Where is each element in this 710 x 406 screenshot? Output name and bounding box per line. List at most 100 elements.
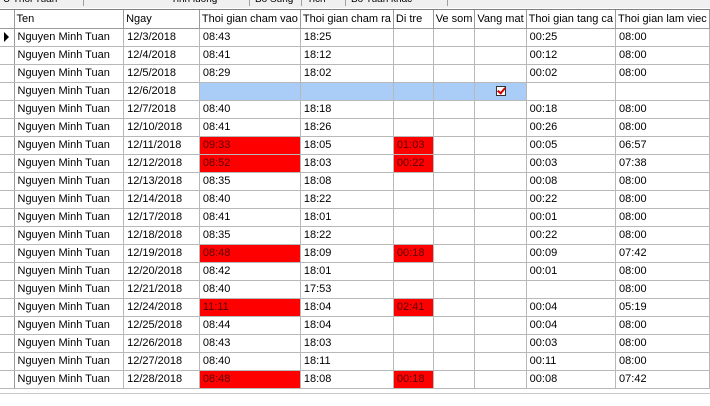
cell-ten[interactable]: Nguyen Minh Tuan	[14, 28, 125, 47]
cell-ve-som[interactable]	[433, 46, 476, 65]
cell-vang-mat[interactable]	[474, 370, 527, 389]
column-header-cham-ra[interactable]: Thoi gian cham ra	[300, 10, 394, 29]
row-indicator[interactable]	[0, 46, 15, 65]
cell-cham-ra[interactable]: 18:01	[300, 262, 394, 281]
row-indicator[interactable]	[0, 316, 15, 335]
cell-cham-vao[interactable]: 08:52	[199, 154, 301, 173]
cell-ten[interactable]: Nguyen Minh Tuan	[14, 46, 125, 65]
cell-di-tre[interactable]: 00:22	[393, 154, 434, 173]
cell-ve-som[interactable]	[433, 244, 476, 263]
cell-cham-ra[interactable]: 18:02	[300, 64, 394, 83]
cell-cham-ra[interactable]: 18:05	[300, 136, 394, 155]
cell-di-tre[interactable]	[393, 82, 434, 101]
cell-ngay[interactable]: 12/26/2018	[123, 334, 200, 353]
cell-tang-ca[interactable]: 00:26	[526, 118, 617, 137]
row-indicator[interactable]	[0, 334, 15, 353]
cell-ve-som[interactable]	[433, 352, 476, 371]
row-indicator[interactable]	[0, 64, 15, 83]
cell-vang-mat[interactable]	[474, 334, 527, 353]
table-row[interactable]: Nguyen Minh Tuan 12/18/2018 08:35 18:22 00:2…	[0, 226, 710, 245]
cell-ten[interactable]: Nguyen Minh Tuan	[14, 226, 125, 245]
cell-tang-ca[interactable]	[526, 82, 617, 101]
cell-di-tre[interactable]	[393, 208, 434, 227]
cell-vang-mat[interactable]	[474, 280, 527, 299]
table-row[interactable]: Nguyen Minh Tuan 12/20/2018 08:42 18:01 00:0…	[0, 262, 710, 281]
column-header-di-tre[interactable]: Di tre	[393, 10, 434, 29]
cell-cham-ra[interactable]: 18:26	[300, 118, 394, 137]
cell-tang-ca[interactable]: 00:22	[526, 226, 617, 245]
cell-lam-viec[interactable]: 08:00	[615, 172, 710, 191]
row-indicator[interactable]	[0, 82, 15, 101]
cell-cham-vao[interactable]: 08:41	[199, 118, 301, 137]
column-header-ngay[interactable]: Ngay	[123, 10, 200, 29]
cell-ten[interactable]: Nguyen Minh Tuan	[14, 64, 125, 83]
row-indicator[interactable]	[0, 208, 15, 227]
cell-di-tre[interactable]	[393, 316, 434, 335]
cell-vang-mat[interactable]	[474, 208, 527, 227]
cell-di-tre[interactable]	[393, 190, 434, 209]
cell-ten[interactable]: Nguyen Minh Tuan	[14, 118, 125, 137]
cell-vang-mat[interactable]	[474, 226, 527, 245]
cell-ngay[interactable]: 12/4/2018	[123, 46, 200, 65]
table-row[interactable]: Nguyen Minh Tuan 12/13/2018 08:35 18:08 00:0…	[0, 172, 710, 191]
table-row[interactable]: Nguyen Minh Tuan 12/5/2018 08:29 18:02 00:02…	[0, 64, 710, 83]
tab-1[interactable]: U Thoi Tuan	[0, 0, 84, 6]
cell-vang-mat[interactable]	[474, 316, 527, 335]
cell-ve-som[interactable]	[433, 262, 476, 281]
cell-cham-vao[interactable]: 08:40	[199, 100, 301, 119]
cell-cham-vao[interactable]	[199, 82, 301, 101]
table-row[interactable]: Nguyen Minh Tuan 12/19/2018 08:48 18:09 00:1…	[0, 244, 710, 263]
cell-ngay[interactable]: 12/20/2018	[123, 262, 200, 281]
row-indicator[interactable]	[0, 172, 15, 191]
cell-ngay[interactable]: 12/19/2018	[123, 244, 200, 263]
cell-ngay[interactable]: 12/6/2018	[123, 82, 200, 101]
cell-ngay[interactable]: 12/17/2018	[123, 208, 200, 227]
cell-vang-mat[interactable]	[474, 82, 527, 101]
cell-di-tre[interactable]: 00:18	[393, 244, 434, 263]
column-header-vang-mat[interactable]: Vang mat	[474, 10, 527, 29]
table-row[interactable]: Nguyen Minh Tuan 12/11/2018 09:33 18:05 01:0…	[0, 136, 710, 155]
cell-ten[interactable]: Nguyen Minh Tuan	[14, 82, 125, 101]
cell-ngay[interactable]: 12/21/2018	[123, 280, 200, 299]
cell-lam-viec[interactable]: 07:42	[615, 244, 710, 263]
row-indicator[interactable]	[0, 280, 15, 299]
cell-lam-viec[interactable]: 08:00	[615, 334, 710, 353]
cell-ngay[interactable]: 12/28/2018	[123, 370, 200, 389]
cell-tang-ca[interactable]: 00:08	[526, 370, 617, 389]
cell-cham-vao[interactable]: 08:40	[199, 190, 301, 209]
cell-ngay[interactable]: 12/5/2018	[123, 64, 200, 83]
table-row[interactable]: Nguyen Minh Tuan 12/3/2018 08:43 18:25 00:25…	[0, 28, 710, 47]
row-indicator[interactable]	[0, 370, 15, 389]
tab-3[interactable]: Bo Sung	[252, 0, 302, 6]
tab-4[interactable]: Tich	[304, 0, 346, 6]
cell-ve-som[interactable]	[433, 154, 476, 173]
cell-lam-viec[interactable]: 08:00	[615, 28, 710, 47]
cell-tang-ca[interactable]: 00:12	[526, 46, 617, 65]
cell-ten[interactable]: Nguyen Minh Tuan	[14, 334, 125, 353]
cell-cham-ra[interactable]: 18:04	[300, 298, 394, 317]
cell-di-tre[interactable]	[393, 280, 434, 299]
cell-vang-mat[interactable]	[474, 298, 527, 317]
cell-ngay[interactable]: 12/10/2018	[123, 118, 200, 137]
cell-ngay[interactable]: 12/12/2018	[123, 154, 200, 173]
cell-tang-ca[interactable]: 00:25	[526, 28, 617, 47]
cell-ve-som[interactable]	[433, 316, 476, 335]
cell-ten[interactable]: Nguyen Minh Tuan	[14, 244, 125, 263]
cell-lam-viec[interactable]: 08:00	[615, 226, 710, 245]
cell-cham-ra[interactable]: 18:08	[300, 370, 394, 389]
table-row[interactable]: Nguyen Minh Tuan 12/26/2018 08:43 18:03 00:0…	[0, 334, 710, 353]
row-indicator[interactable]	[0, 244, 15, 263]
vang-mat-checkbox[interactable]	[495, 86, 506, 97]
cell-lam-viec[interactable]: 08:00	[615, 190, 710, 209]
cell-cham-vao[interactable]: 08:35	[199, 226, 301, 245]
cell-lam-viec[interactable]: 08:00	[615, 352, 710, 371]
cell-ve-som[interactable]	[433, 298, 476, 317]
table-row[interactable]: Nguyen Minh Tuan 12/10/2018 08:41 18:26 00:2…	[0, 118, 710, 137]
row-indicator[interactable]	[0, 154, 15, 173]
cell-ve-som[interactable]	[433, 370, 476, 389]
cell-lam-viec[interactable]: 07:38	[615, 154, 710, 173]
row-indicator[interactable]	[0, 352, 15, 371]
cell-ve-som[interactable]	[433, 136, 476, 155]
cell-di-tre[interactable]: 02:41	[393, 298, 434, 317]
table-row[interactable]: Nguyen Minh Tuan 12/14/2018 08:40 18:22 00:2…	[0, 190, 710, 209]
